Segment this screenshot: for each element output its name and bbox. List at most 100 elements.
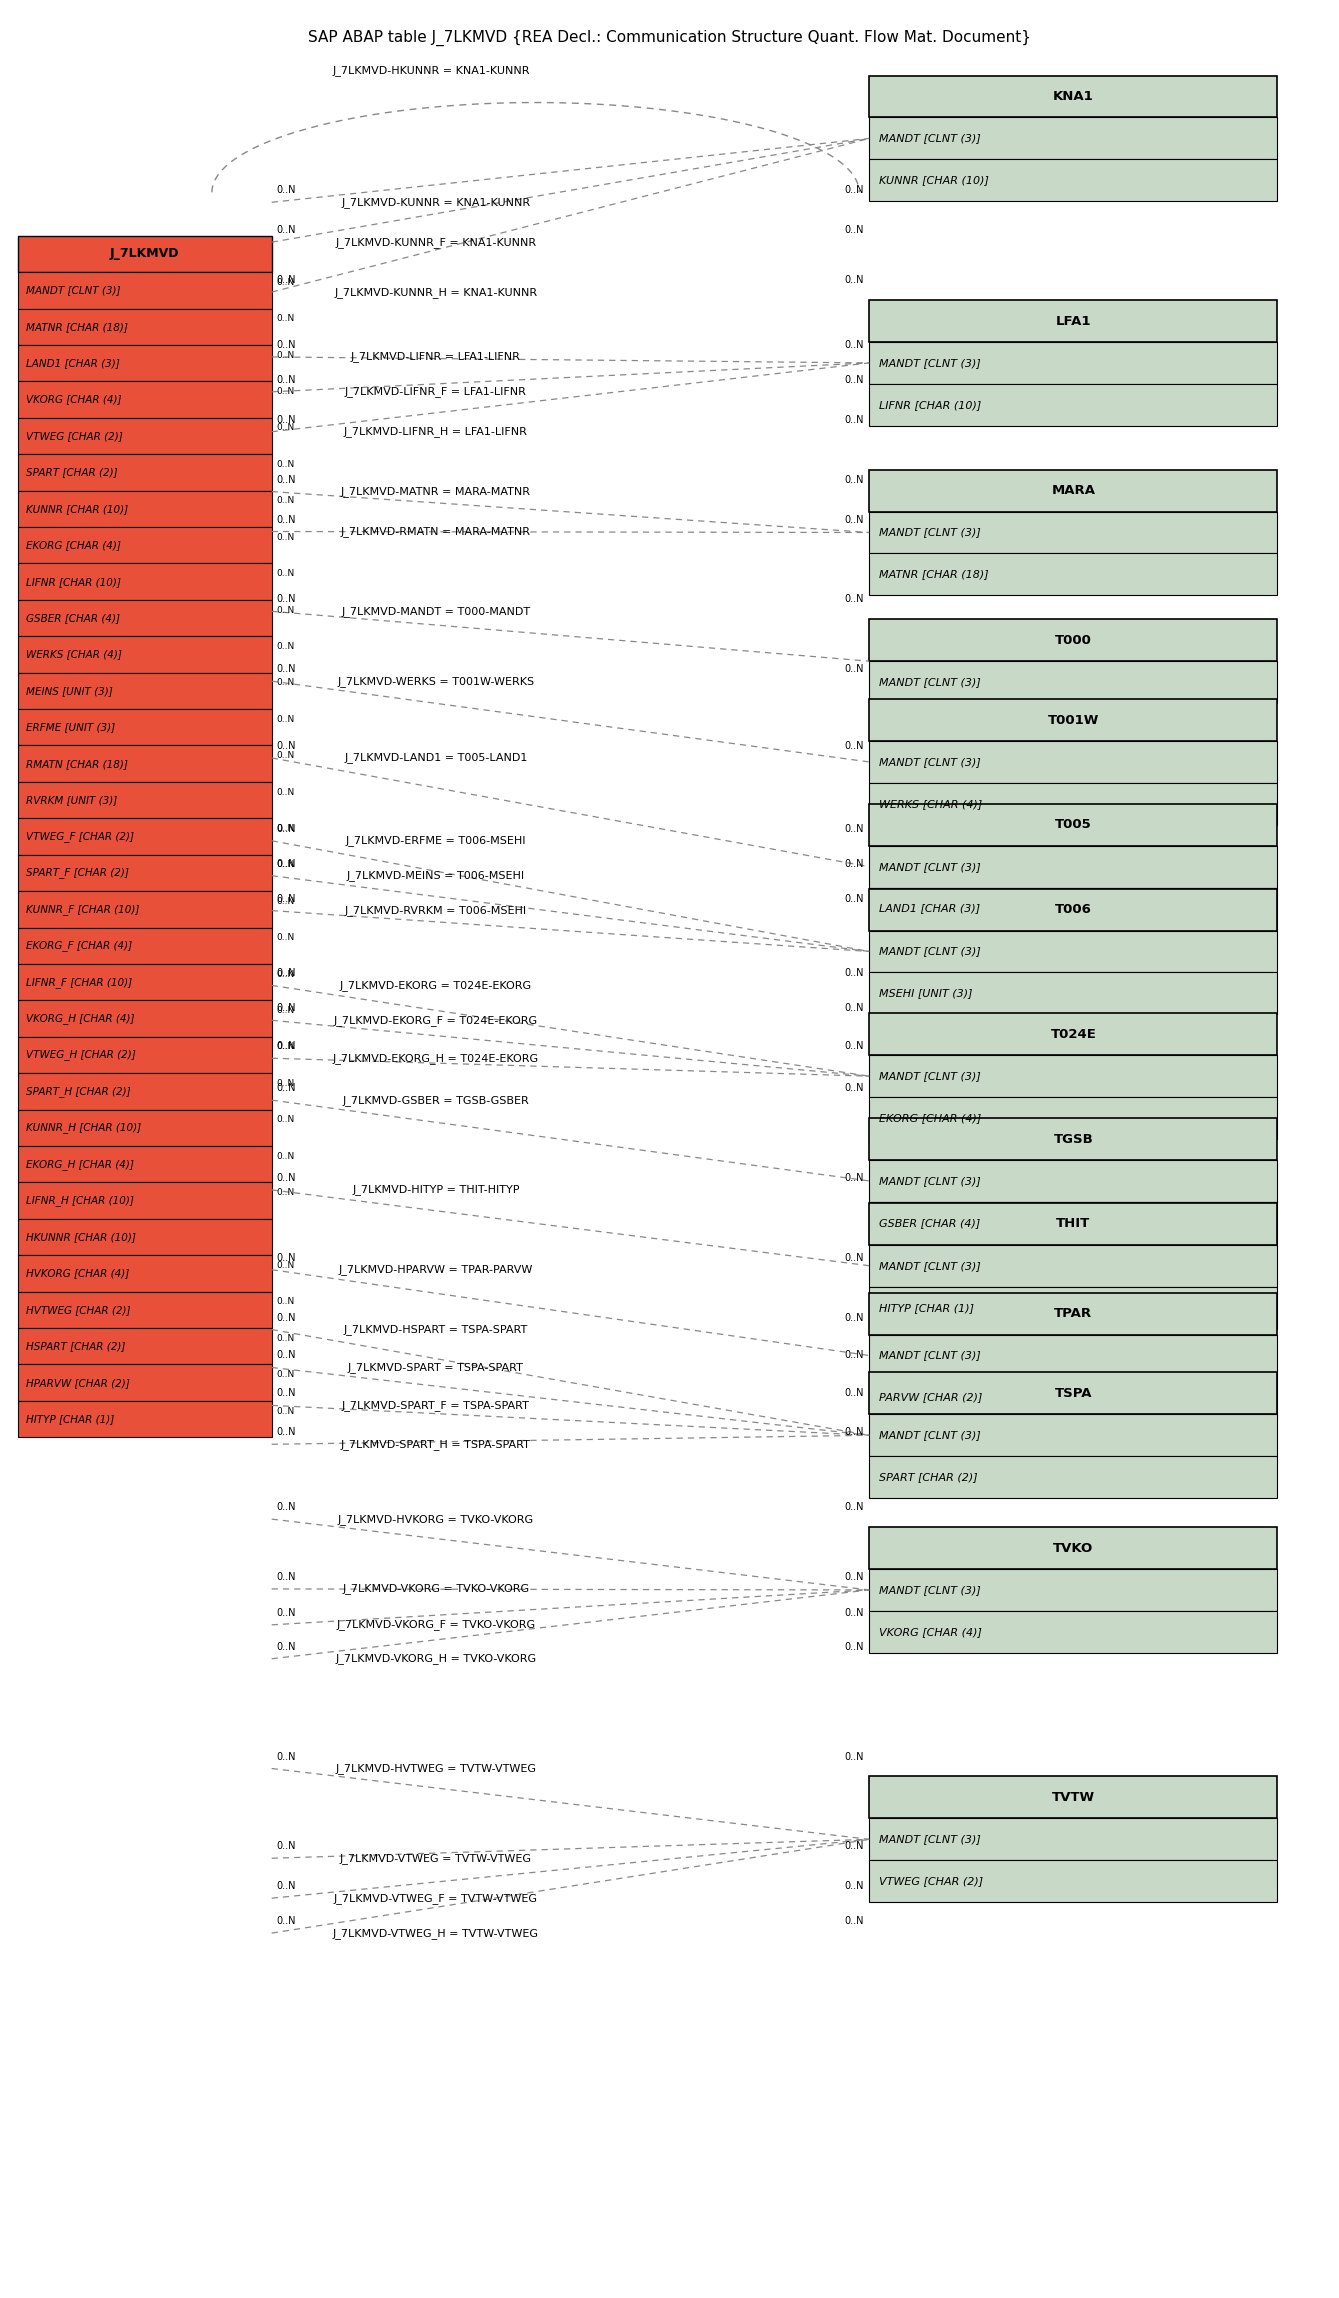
Text: 0..N: 0..N — [277, 1351, 296, 1360]
Text: MEINS [UNIT (3)]: MEINS [UNIT (3)] — [25, 685, 112, 696]
Text: J_7LKMVD-KUNNR_F = KNA1-KUNNR: J_7LKMVD-KUNNR_F = KNA1-KUNNR — [335, 237, 537, 248]
Bar — [869, 1119, 1277, 1160]
Text: KUNNR_H [CHAR (10)]: KUNNR_H [CHAR (10)] — [25, 1121, 141, 1133]
Text: HITYP [CHAR (1)]: HITYP [CHAR (1)] — [880, 1303, 975, 1312]
Bar — [17, 637, 272, 673]
Text: GSBER [CHAR (4)]: GSBER [CHAR (4)] — [880, 1218, 980, 1227]
Text: MANDT [CLNT (3)]: MANDT [CLNT (3)] — [880, 1834, 981, 1845]
Text: 0..N: 0..N — [277, 1043, 295, 1052]
Bar — [17, 710, 272, 745]
Text: 0..N: 0..N — [845, 823, 864, 834]
Bar — [869, 1013, 1277, 1055]
Bar — [869, 1202, 1277, 1246]
Bar — [17, 455, 272, 489]
Bar — [869, 76, 1277, 117]
Text: J_7LKMVD-MEINS = T006-MSEHI: J_7LKMVD-MEINS = T006-MSEHI — [347, 871, 525, 880]
Text: 0..N: 0..N — [845, 1572, 864, 1581]
Text: 0..N: 0..N — [845, 1351, 864, 1360]
Text: VTWEG_F [CHAR (2)]: VTWEG_F [CHAR (2)] — [25, 832, 134, 841]
Text: 0..N: 0..N — [845, 340, 864, 349]
Bar — [869, 1776, 1277, 1818]
Text: 0..N: 0..N — [277, 896, 295, 905]
Text: 0..N: 0..N — [277, 1333, 295, 1342]
Text: J_7LKMVD-EKORG_F = T024E-EKORG: J_7LKMVD-EKORG_F = T024E-EKORG — [333, 1016, 538, 1025]
Bar — [869, 1335, 1277, 1377]
Bar — [17, 600, 272, 637]
Text: 0..N: 0..N — [277, 933, 295, 942]
Text: 0..N: 0..N — [277, 1503, 296, 1512]
Text: 0..N: 0..N — [277, 1041, 296, 1050]
Text: 0..N: 0..N — [277, 1115, 295, 1124]
Text: TGSB: TGSB — [1054, 1133, 1093, 1144]
Bar — [869, 804, 1277, 846]
Text: WERKS [CHAR (4)]: WERKS [CHAR (4)] — [25, 650, 122, 660]
Text: TVTW: TVTW — [1051, 1790, 1095, 1804]
Text: J_7LKMVD-EKORG_H = T024E-EKORG: J_7LKMVD-EKORG_H = T024E-EKORG — [333, 1052, 540, 1064]
Text: J_7LKMVD-SPART = TSPA-SPART: J_7LKMVD-SPART = TSPA-SPART — [348, 1363, 524, 1372]
Text: ERFME [UNIT (3)]: ERFME [UNIT (3)] — [25, 722, 115, 733]
Text: 0..N: 0..N — [277, 1427, 296, 1436]
Text: EKORG [CHAR (4)]: EKORG [CHAR (4)] — [25, 540, 121, 549]
Bar — [17, 781, 272, 818]
Bar — [869, 1413, 1277, 1457]
Text: 0..N: 0..N — [845, 595, 864, 604]
Text: LIFNR [CHAR (10)]: LIFNR [CHAR (10)] — [880, 400, 981, 409]
Text: J_7LKMVD-HVTWEG = TVTW-VTWEG: J_7LKMVD-HVTWEG = TVTW-VTWEG — [336, 1763, 537, 1774]
Text: 0..N: 0..N — [277, 894, 296, 903]
Bar — [869, 784, 1277, 825]
Text: 0..N: 0..N — [845, 1172, 864, 1183]
Bar — [869, 972, 1277, 1013]
Text: 0..N: 0..N — [277, 1751, 296, 1763]
Text: T001W: T001W — [1047, 715, 1099, 726]
Text: 0..N: 0..N — [845, 515, 864, 524]
Text: 0..N: 0..N — [277, 340, 296, 349]
Text: 0..N: 0..N — [845, 664, 864, 673]
Text: EKORG_H [CHAR (4)]: EKORG_H [CHAR (4)] — [25, 1158, 134, 1170]
Bar — [869, 1861, 1277, 1903]
Text: MANDT [CLNT (3)]: MANDT [CLNT (3)] — [880, 133, 981, 142]
Text: J_7LKMVD-VKORG_F = TVKO-VKORG: J_7LKMVD-VKORG_F = TVKO-VKORG — [336, 1620, 536, 1629]
Bar — [17, 1365, 272, 1402]
Text: T005: T005 — [1055, 818, 1091, 832]
Bar — [869, 1570, 1277, 1611]
Text: 0..N: 0..N — [277, 1172, 296, 1183]
Text: 0..N: 0..N — [277, 1882, 296, 1891]
Text: 0..N: 0..N — [277, 823, 296, 834]
Text: J_7LKMVD-RMATN = MARA-MATNR: J_7LKMVD-RMATN = MARA-MATNR — [341, 526, 532, 538]
Text: HPARVW [CHAR (2)]: HPARVW [CHAR (2)] — [25, 1379, 130, 1388]
Text: MANDT [CLNT (3)]: MANDT [CLNT (3)] — [880, 756, 981, 768]
Text: 0..N: 0..N — [845, 1841, 864, 1852]
Bar — [869, 512, 1277, 554]
Text: SPART [CHAR (2)]: SPART [CHAR (2)] — [880, 1473, 977, 1482]
Text: VTWEG_H [CHAR (2)]: VTWEG_H [CHAR (2)] — [25, 1050, 135, 1059]
Bar — [17, 308, 272, 345]
Bar — [869, 1372, 1277, 1413]
Text: EKORG_F [CHAR (4)]: EKORG_F [CHAR (4)] — [25, 940, 131, 951]
Text: 0..N: 0..N — [845, 225, 864, 234]
Text: 0..N: 0..N — [277, 1298, 295, 1305]
Text: J_7LKMVD-HSPART = TSPA-SPART: J_7LKMVD-HSPART = TSPA-SPART — [344, 1324, 528, 1335]
Text: 0..N: 0..N — [845, 1388, 864, 1399]
Text: 0..N: 0..N — [277, 278, 295, 287]
Bar — [17, 418, 272, 455]
Bar — [17, 563, 272, 600]
Text: 0..N: 0..N — [845, 1041, 864, 1050]
Text: 0..N: 0..N — [277, 970, 295, 979]
Text: HVKORG [CHAR (4)]: HVKORG [CHAR (4)] — [25, 1268, 129, 1278]
Text: J_7LKMVD-KUNNR = KNA1-KUNNR: J_7LKMVD-KUNNR = KNA1-KUNNR — [341, 198, 530, 207]
Bar — [869, 740, 1277, 784]
Text: GSBER [CHAR (4)]: GSBER [CHAR (4)] — [25, 614, 119, 623]
Bar — [17, 237, 272, 271]
Text: 0..N: 0..N — [277, 1262, 295, 1271]
Text: 0..N: 0..N — [277, 859, 295, 869]
Text: LIFNR [CHAR (10)]: LIFNR [CHAR (10)] — [25, 577, 121, 586]
Text: HSPART [CHAR (2)]: HSPART [CHAR (2)] — [25, 1342, 125, 1351]
Bar — [869, 931, 1277, 972]
Text: VTWEG [CHAR (2)]: VTWEG [CHAR (2)] — [880, 1875, 983, 1887]
Bar — [17, 1291, 272, 1328]
Bar — [17, 526, 272, 563]
Text: LAND1 [CHAR (3)]: LAND1 [CHAR (3)] — [880, 903, 980, 915]
Text: J_7LKMVD-HPARVW = TPAR-PARVW: J_7LKMVD-HPARVW = TPAR-PARVW — [339, 1264, 533, 1275]
Text: 0..N: 0..N — [845, 1004, 864, 1013]
Bar — [17, 855, 272, 892]
